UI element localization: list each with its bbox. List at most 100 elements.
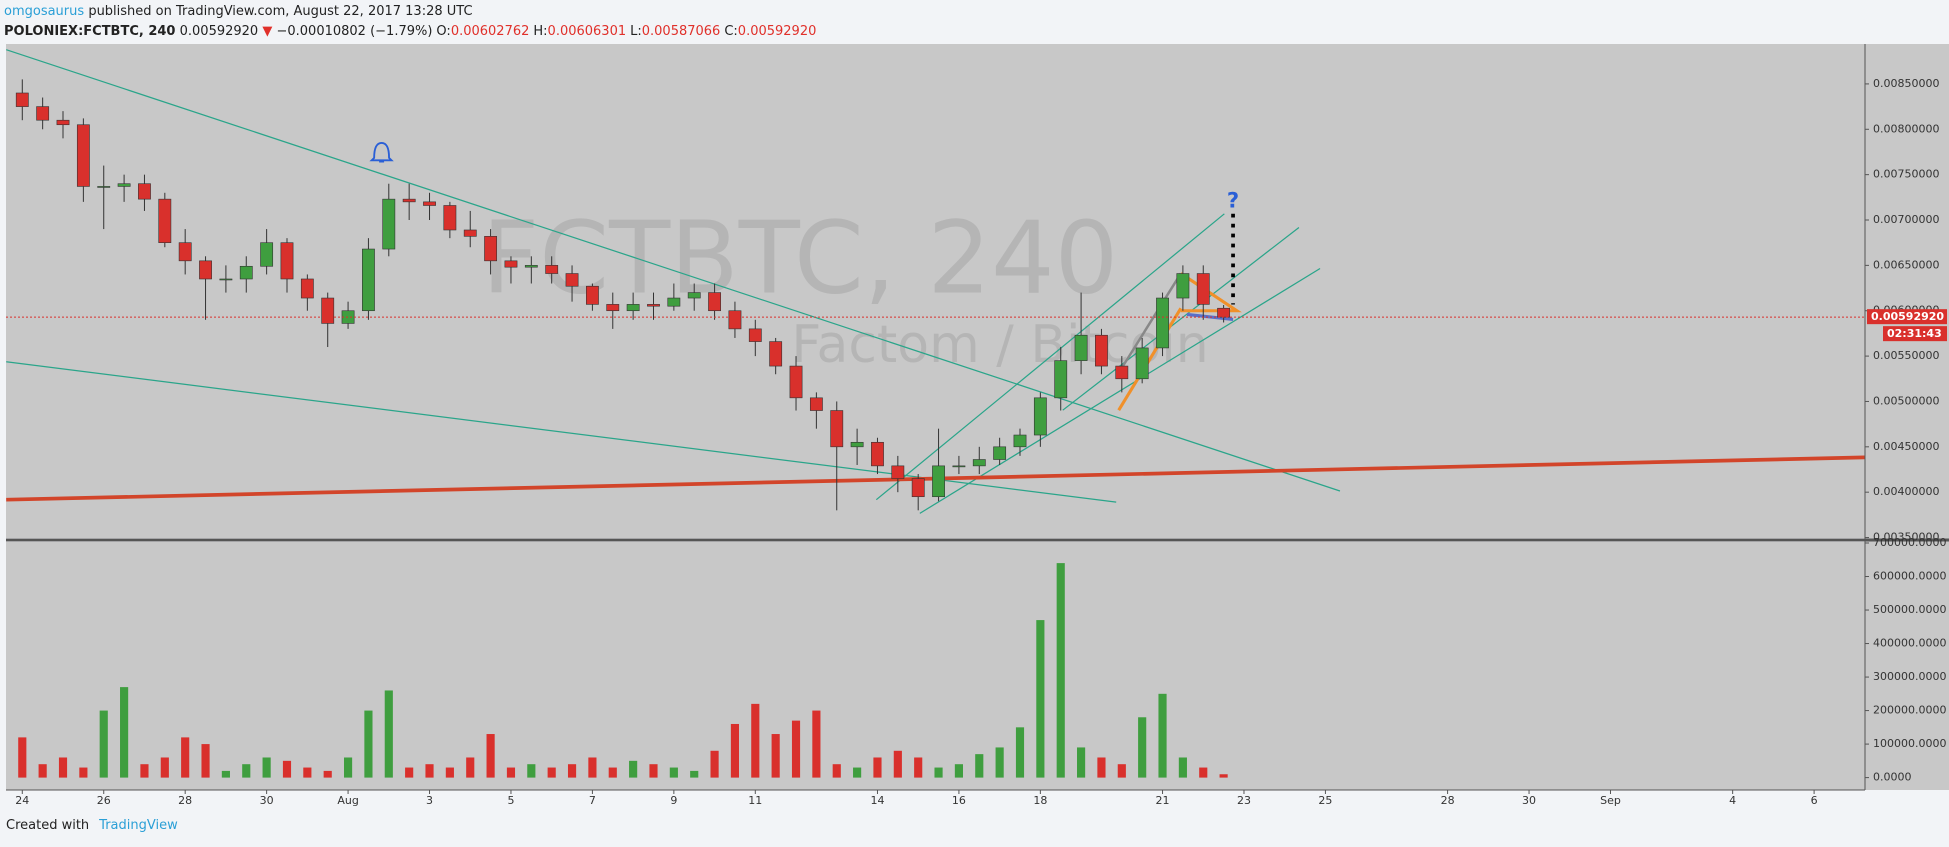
candle-body bbox=[1115, 365, 1129, 380]
volume-bar bbox=[262, 757, 271, 778]
candle-body bbox=[565, 273, 579, 287]
candle-body bbox=[443, 205, 457, 231]
volume-bar bbox=[710, 750, 719, 778]
candle-body bbox=[97, 186, 111, 188]
candle-body bbox=[76, 124, 90, 187]
candle-body bbox=[1033, 397, 1047, 436]
volume-bar bbox=[791, 720, 801, 778]
y2-tick-label: 500000.0000 bbox=[1873, 603, 1946, 616]
volume-bar bbox=[99, 710, 108, 778]
x-tick-label: 28 bbox=[1441, 794, 1455, 807]
candle-body bbox=[891, 465, 905, 479]
candle-body bbox=[117, 183, 131, 187]
volume-bar bbox=[527, 764, 536, 778]
volume-bar bbox=[38, 764, 47, 778]
created-with: Created with bbox=[6, 818, 90, 833]
candle-body bbox=[586, 285, 599, 305]
y-tick-label: 0.00750000 bbox=[1873, 168, 1939, 181]
candle-body bbox=[647, 304, 660, 307]
volume-bar bbox=[1036, 620, 1045, 778]
candle-body bbox=[1176, 273, 1190, 299]
ohlc-value: 0.00587066 bbox=[641, 24, 721, 39]
volume-bar bbox=[445, 767, 454, 778]
alert-icon[interactable] bbox=[369, 142, 394, 163]
volume-bar bbox=[1015, 727, 1025, 778]
x-tick-label: 14 bbox=[870, 794, 884, 807]
candle-body bbox=[606, 304, 620, 312]
x-tick-label: 30 bbox=[1522, 794, 1536, 807]
x-tick-label: 3 bbox=[426, 794, 433, 807]
candle-body bbox=[504, 260, 518, 268]
candle-body bbox=[56, 119, 70, 126]
volume-bar bbox=[832, 764, 841, 778]
volume-bar bbox=[629, 760, 638, 778]
x-tick-label: 25 bbox=[1318, 794, 1332, 807]
trend-line bbox=[6, 49, 1341, 492]
volume-bar bbox=[1117, 764, 1126, 778]
candle-body bbox=[402, 198, 416, 203]
volume-bar bbox=[853, 767, 862, 778]
x-tick-label: 23 bbox=[1237, 794, 1251, 807]
x-tick-label: 6 bbox=[1811, 794, 1818, 807]
volume-bar bbox=[690, 770, 699, 778]
candle-body bbox=[911, 478, 925, 498]
candle-body bbox=[952, 465, 966, 468]
volume-bar bbox=[405, 767, 414, 778]
channel-line bbox=[919, 267, 1321, 514]
ohlc-value: 0.00606301 bbox=[547, 24, 627, 39]
volume-bar bbox=[771, 734, 780, 778]
volume-bar bbox=[181, 737, 190, 778]
countdown-tag bbox=[1883, 326, 1947, 342]
candle-body bbox=[1013, 434, 1027, 448]
candle-body bbox=[178, 242, 192, 262]
ohlc-value: 0.00592920 bbox=[737, 24, 817, 39]
candle-body bbox=[626, 304, 640, 312]
ohlc-label: C: bbox=[724, 24, 738, 39]
author[interactable]: omgosaurus bbox=[4, 4, 85, 19]
y-tick-label: 0.00500000 bbox=[1873, 394, 1939, 407]
y2-tick-label: 200000.0000 bbox=[1873, 704, 1946, 717]
x-tick-label: 11 bbox=[748, 794, 762, 807]
volume-bar bbox=[995, 747, 1004, 778]
volume-bar bbox=[649, 764, 658, 778]
volume-bar bbox=[588, 757, 597, 778]
x-tick-label: 24 bbox=[15, 794, 29, 807]
candle-body bbox=[199, 260, 212, 280]
volume-bar bbox=[669, 767, 678, 778]
countdown-label: 02:31:43 bbox=[1887, 327, 1942, 340]
volume-bar bbox=[547, 767, 556, 778]
candle-body bbox=[524, 265, 538, 268]
volume-bar bbox=[242, 764, 251, 778]
header: omgosaurus published on TradingView.com,… bbox=[4, 2, 816, 42]
annotation: ? bbox=[1227, 187, 1239, 212]
channel-line bbox=[875, 213, 1225, 501]
candle-body bbox=[463, 229, 477, 237]
gray-line bbox=[1117, 272, 1182, 374]
volume-bar bbox=[486, 734, 495, 778]
volume-bar bbox=[1178, 757, 1187, 778]
y-tick-label: 0.00550000 bbox=[1873, 349, 1939, 362]
y-tick-label: 0.00800000 bbox=[1873, 122, 1939, 135]
volume-bar bbox=[1138, 717, 1147, 778]
volume-bar bbox=[812, 710, 821, 778]
candle-body bbox=[1074, 334, 1088, 361]
volume-bar bbox=[1158, 693, 1167, 778]
candle-body bbox=[280, 242, 294, 280]
candle-body bbox=[362, 248, 375, 312]
volume-bar bbox=[954, 764, 963, 778]
candle-body bbox=[1095, 334, 1108, 367]
candle-body bbox=[36, 106, 50, 121]
x-tick-label: 4 bbox=[1729, 794, 1736, 807]
volume-bar bbox=[934, 767, 943, 778]
candle-body bbox=[789, 365, 803, 399]
last: 0.00592920 bbox=[179, 24, 259, 39]
volume-bar bbox=[1056, 563, 1065, 778]
brand[interactable]: TradingView bbox=[99, 818, 178, 833]
volume-bar bbox=[323, 770, 332, 778]
candle-body bbox=[871, 441, 884, 467]
y2-tick-label: 100000.0000 bbox=[1873, 737, 1946, 750]
ohlc-label: H: bbox=[533, 24, 548, 39]
volume-bar bbox=[873, 757, 882, 778]
volume-bar bbox=[506, 767, 516, 778]
